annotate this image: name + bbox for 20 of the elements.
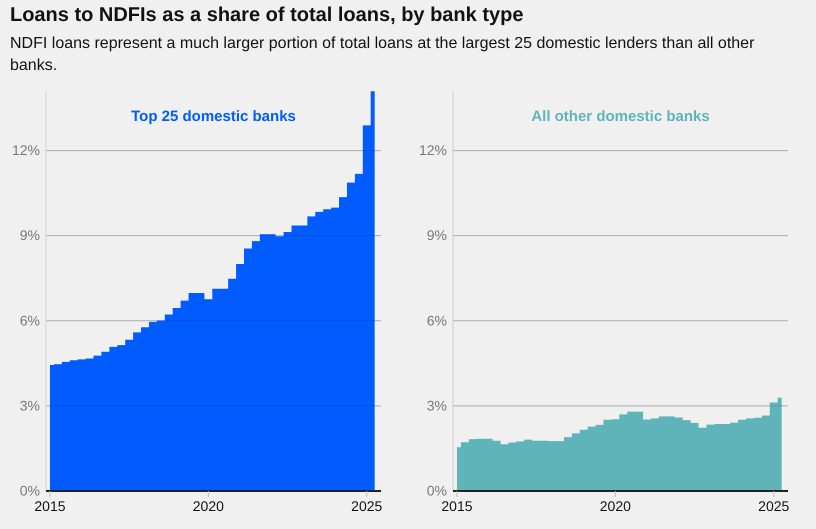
- y-tick-label: 9%: [426, 227, 447, 244]
- x-tick-label: 2025: [351, 498, 383, 514]
- x-tick-label: 2025: [758, 498, 790, 514]
- y-tick-label: 6%: [426, 312, 447, 328]
- y-tick-label: 12%: [418, 142, 447, 158]
- y-tick-label: 0%: [20, 482, 40, 498]
- y-tick-label: 9%: [20, 227, 40, 244]
- y-tick-label: 0%: [426, 482, 447, 498]
- x-tick-label: 2015: [441, 498, 473, 514]
- chart-subtitle: NDFI loans represent a much larger portion of total loans at the largest 25 domestic lenders than all other banks.: [10, 34, 756, 76]
- x-tick-label: 2020: [600, 498, 632, 514]
- y-tick-label: 12%: [12, 142, 40, 158]
- text: All other domestic banks: [531, 108, 710, 125]
- y-tick-label: 6%: [20, 312, 40, 328]
- chart-title: Loans to NDFIs as a share of total loans, by bank type: [10, 4, 524, 27]
- x-tick-label: 2015: [34, 498, 66, 514]
- y-tick-label: 3%: [20, 397, 40, 414]
- text: Top 25 domestic banks: [131, 108, 296, 125]
- y-tick-label: 3%: [426, 397, 447, 414]
- x-tick-label: 2020: [192, 498, 224, 514]
